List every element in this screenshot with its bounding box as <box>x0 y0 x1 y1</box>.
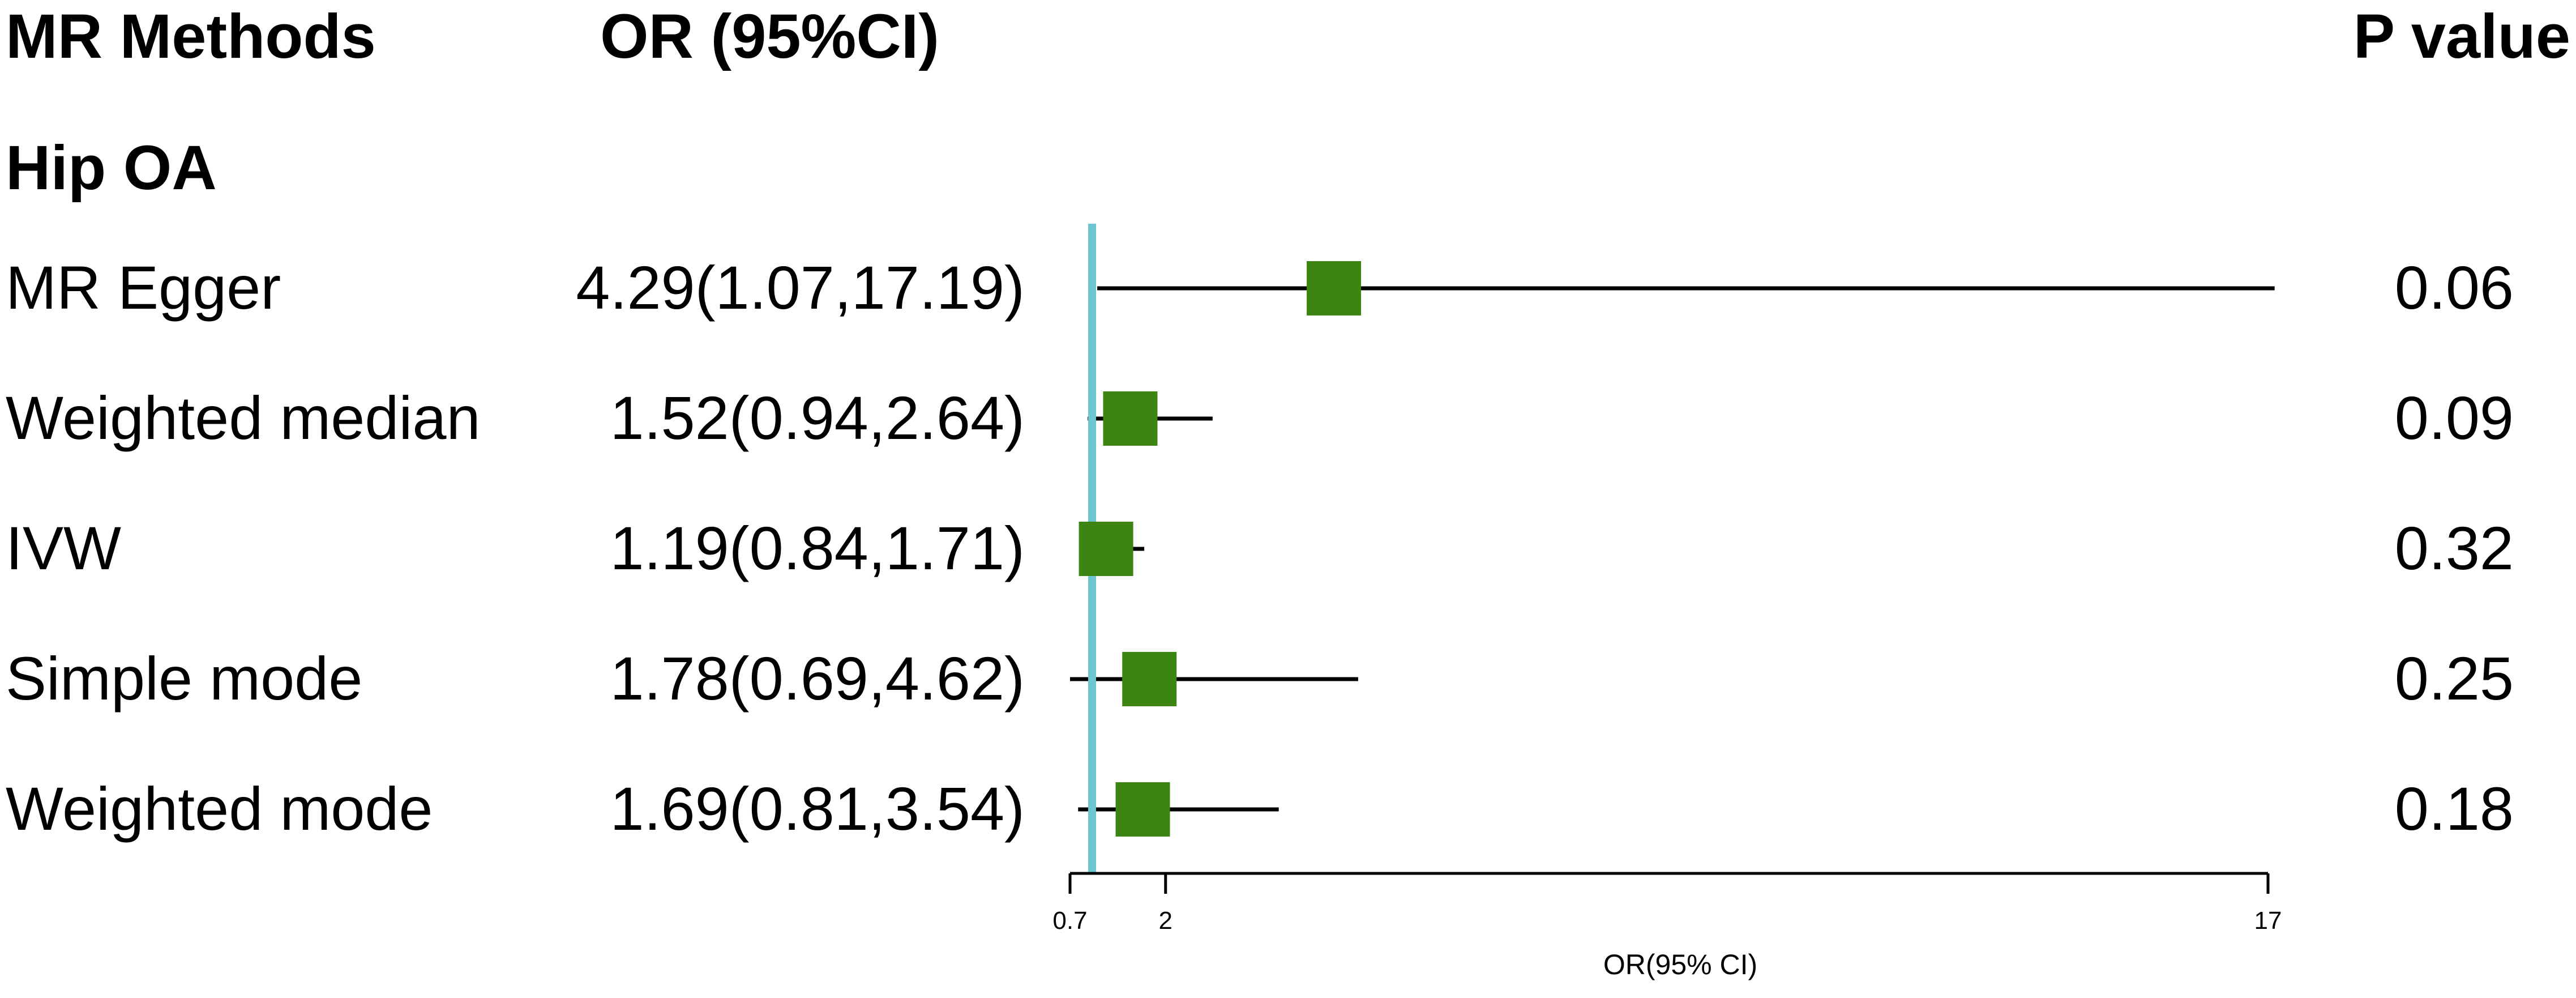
row-ci-3: 1.78(0.69,4.62) <box>610 644 1025 713</box>
row-label-1: Weighted median <box>6 383 481 452</box>
header-or: OR (95%CI) <box>600 2 939 71</box>
row-p-2: 0.32 <box>2394 514 2514 582</box>
row-p-0: 0.06 <box>2394 253 2514 322</box>
point-estimate-4 <box>1115 782 1170 837</box>
point-estimate-2 <box>1079 522 1133 576</box>
row-ci-2: 1.19(0.84,1.71) <box>610 514 1025 582</box>
x-tick-label-2: 17 <box>2254 907 2282 935</box>
row-label-3: Simple mode <box>6 644 363 713</box>
row-p-1: 0.09 <box>2394 383 2514 452</box>
group-label: Hip OA <box>6 133 217 203</box>
x-tick-label-0: 0.7 <box>1052 907 1087 935</box>
row-label-4: Weighted mode <box>6 774 433 843</box>
x-tick-label-1: 2 <box>1159 907 1173 935</box>
point-estimate-3 <box>1122 652 1177 706</box>
x-axis: 0.7 2 17 OR(95% CI) <box>1052 872 2282 980</box>
row-ci-4: 1.69(0.81,3.54) <box>610 774 1025 843</box>
row-ci-1: 1.52(0.94,2.64) <box>610 383 1025 452</box>
point-estimate-0 <box>1307 261 1362 315</box>
row-p-4: 0.18 <box>2394 774 2514 843</box>
header-p-value: P value <box>2353 2 2570 71</box>
point-estimate-1 <box>1103 391 1158 446</box>
row-label-0: MR Egger <box>6 253 281 322</box>
row-p-3: 0.25 <box>2394 644 2514 713</box>
x-axis-title: OR(95% CI) <box>1603 949 1757 980</box>
row-label-2: IVW <box>6 514 121 582</box>
header-methods: MR Methods <box>6 2 376 71</box>
row-ci-0: 4.29(1.07,17.19) <box>576 253 1025 322</box>
